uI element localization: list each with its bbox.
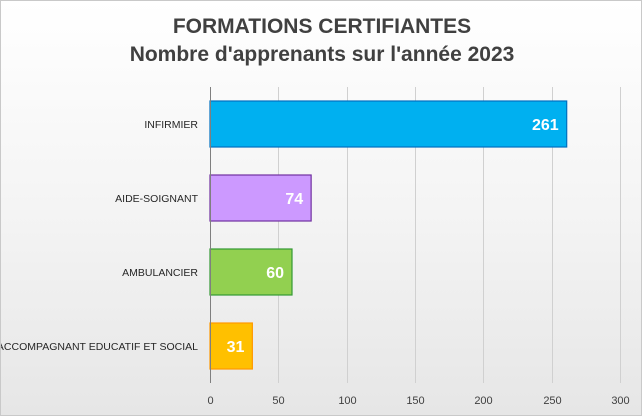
x-tick-label: 150 [406,395,424,407]
data-label: 60 [266,265,284,282]
x-tick-label: 250 [543,395,561,407]
bar [209,248,293,296]
data-label: 261 [532,117,559,134]
x-tick-label: 100 [338,395,356,407]
x-tick-label: 50 [272,395,284,407]
x-tick-label: 200 [474,395,492,407]
category-label: AIDE-SOIGNANT [115,193,198,205]
category-label: AMBULANCIER [122,267,198,279]
category-label: INFIRMIER [144,119,198,131]
category-label: ACCOMPAGNANT EDUCATIF ET SOCIAL [1,341,198,353]
bar [209,100,568,148]
x-tick-label: 0 [207,395,213,407]
data-label: 31 [227,339,245,356]
chart-title-line-1: FORMATIONS CERTIFIANTES [172,15,472,38]
data-label: 74 [285,191,303,208]
chart-title-line-2: Nombre d'apprenants sur l'année 2023 [129,43,515,66]
x-tick-label: 300 [611,395,629,407]
bar [209,322,253,370]
chart-title: FORMATIONS CERTIFIANTES Nombre d'apprena… [1,13,642,69]
